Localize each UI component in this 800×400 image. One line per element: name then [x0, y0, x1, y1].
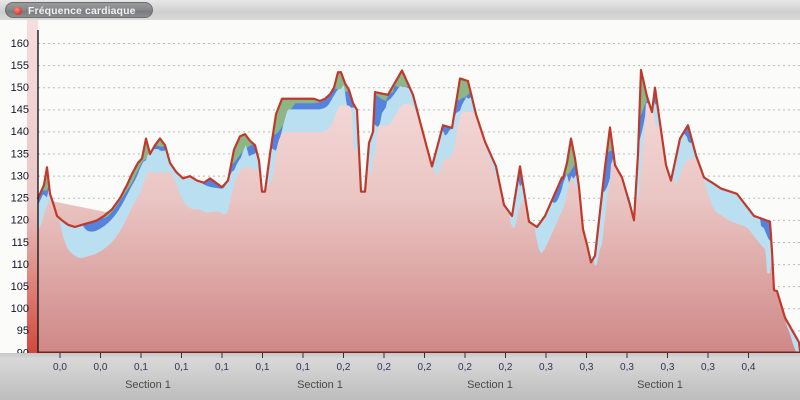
svg-text:0,3: 0,3 — [701, 362, 715, 373]
svg-text:125: 125 — [11, 193, 29, 205]
svg-text:105: 105 — [11, 281, 29, 293]
svg-text:150: 150 — [11, 82, 29, 94]
svg-text:115: 115 — [11, 237, 29, 249]
svg-text:0,4: 0,4 — [742, 362, 756, 373]
svg-text:95: 95 — [17, 325, 29, 337]
svg-text:0,3: 0,3 — [539, 362, 553, 373]
svg-text:Section 1: Section 1 — [637, 379, 683, 391]
svg-text:0,0: 0,0 — [53, 362, 67, 373]
svg-text:0,3: 0,3 — [661, 362, 675, 373]
svg-text:Section 1: Section 1 — [467, 379, 513, 391]
svg-text:145: 145 — [11, 104, 29, 116]
svg-text:0,2: 0,2 — [458, 362, 472, 373]
svg-text:0,1: 0,1 — [296, 362, 310, 373]
svg-text:140: 140 — [11, 126, 29, 138]
svg-text:155: 155 — [11, 60, 29, 72]
svg-text:0,1: 0,1 — [256, 362, 270, 373]
svg-text:0,2: 0,2 — [418, 362, 432, 373]
svg-text:0,1: 0,1 — [175, 362, 189, 373]
svg-text:100: 100 — [11, 303, 29, 315]
svg-text:0,1: 0,1 — [134, 362, 148, 373]
svg-text:0,0: 0,0 — [94, 362, 108, 373]
svg-text:0,2: 0,2 — [377, 362, 391, 373]
svg-text:Section 1: Section 1 — [125, 379, 171, 391]
svg-text:110: 110 — [11, 259, 29, 271]
svg-text:Section 1: Section 1 — [297, 379, 343, 391]
svg-text:0,2: 0,2 — [499, 362, 513, 373]
svg-text:160: 160 — [11, 38, 29, 50]
svg-text:0,3: 0,3 — [580, 362, 594, 373]
svg-text:0,2: 0,2 — [337, 362, 351, 373]
svg-text:130: 130 — [11, 170, 29, 182]
svg-text:0,1: 0,1 — [215, 362, 229, 373]
svg-text:0,3: 0,3 — [620, 362, 634, 373]
svg-text:135: 135 — [11, 148, 29, 160]
svg-text:120: 120 — [11, 215, 29, 227]
